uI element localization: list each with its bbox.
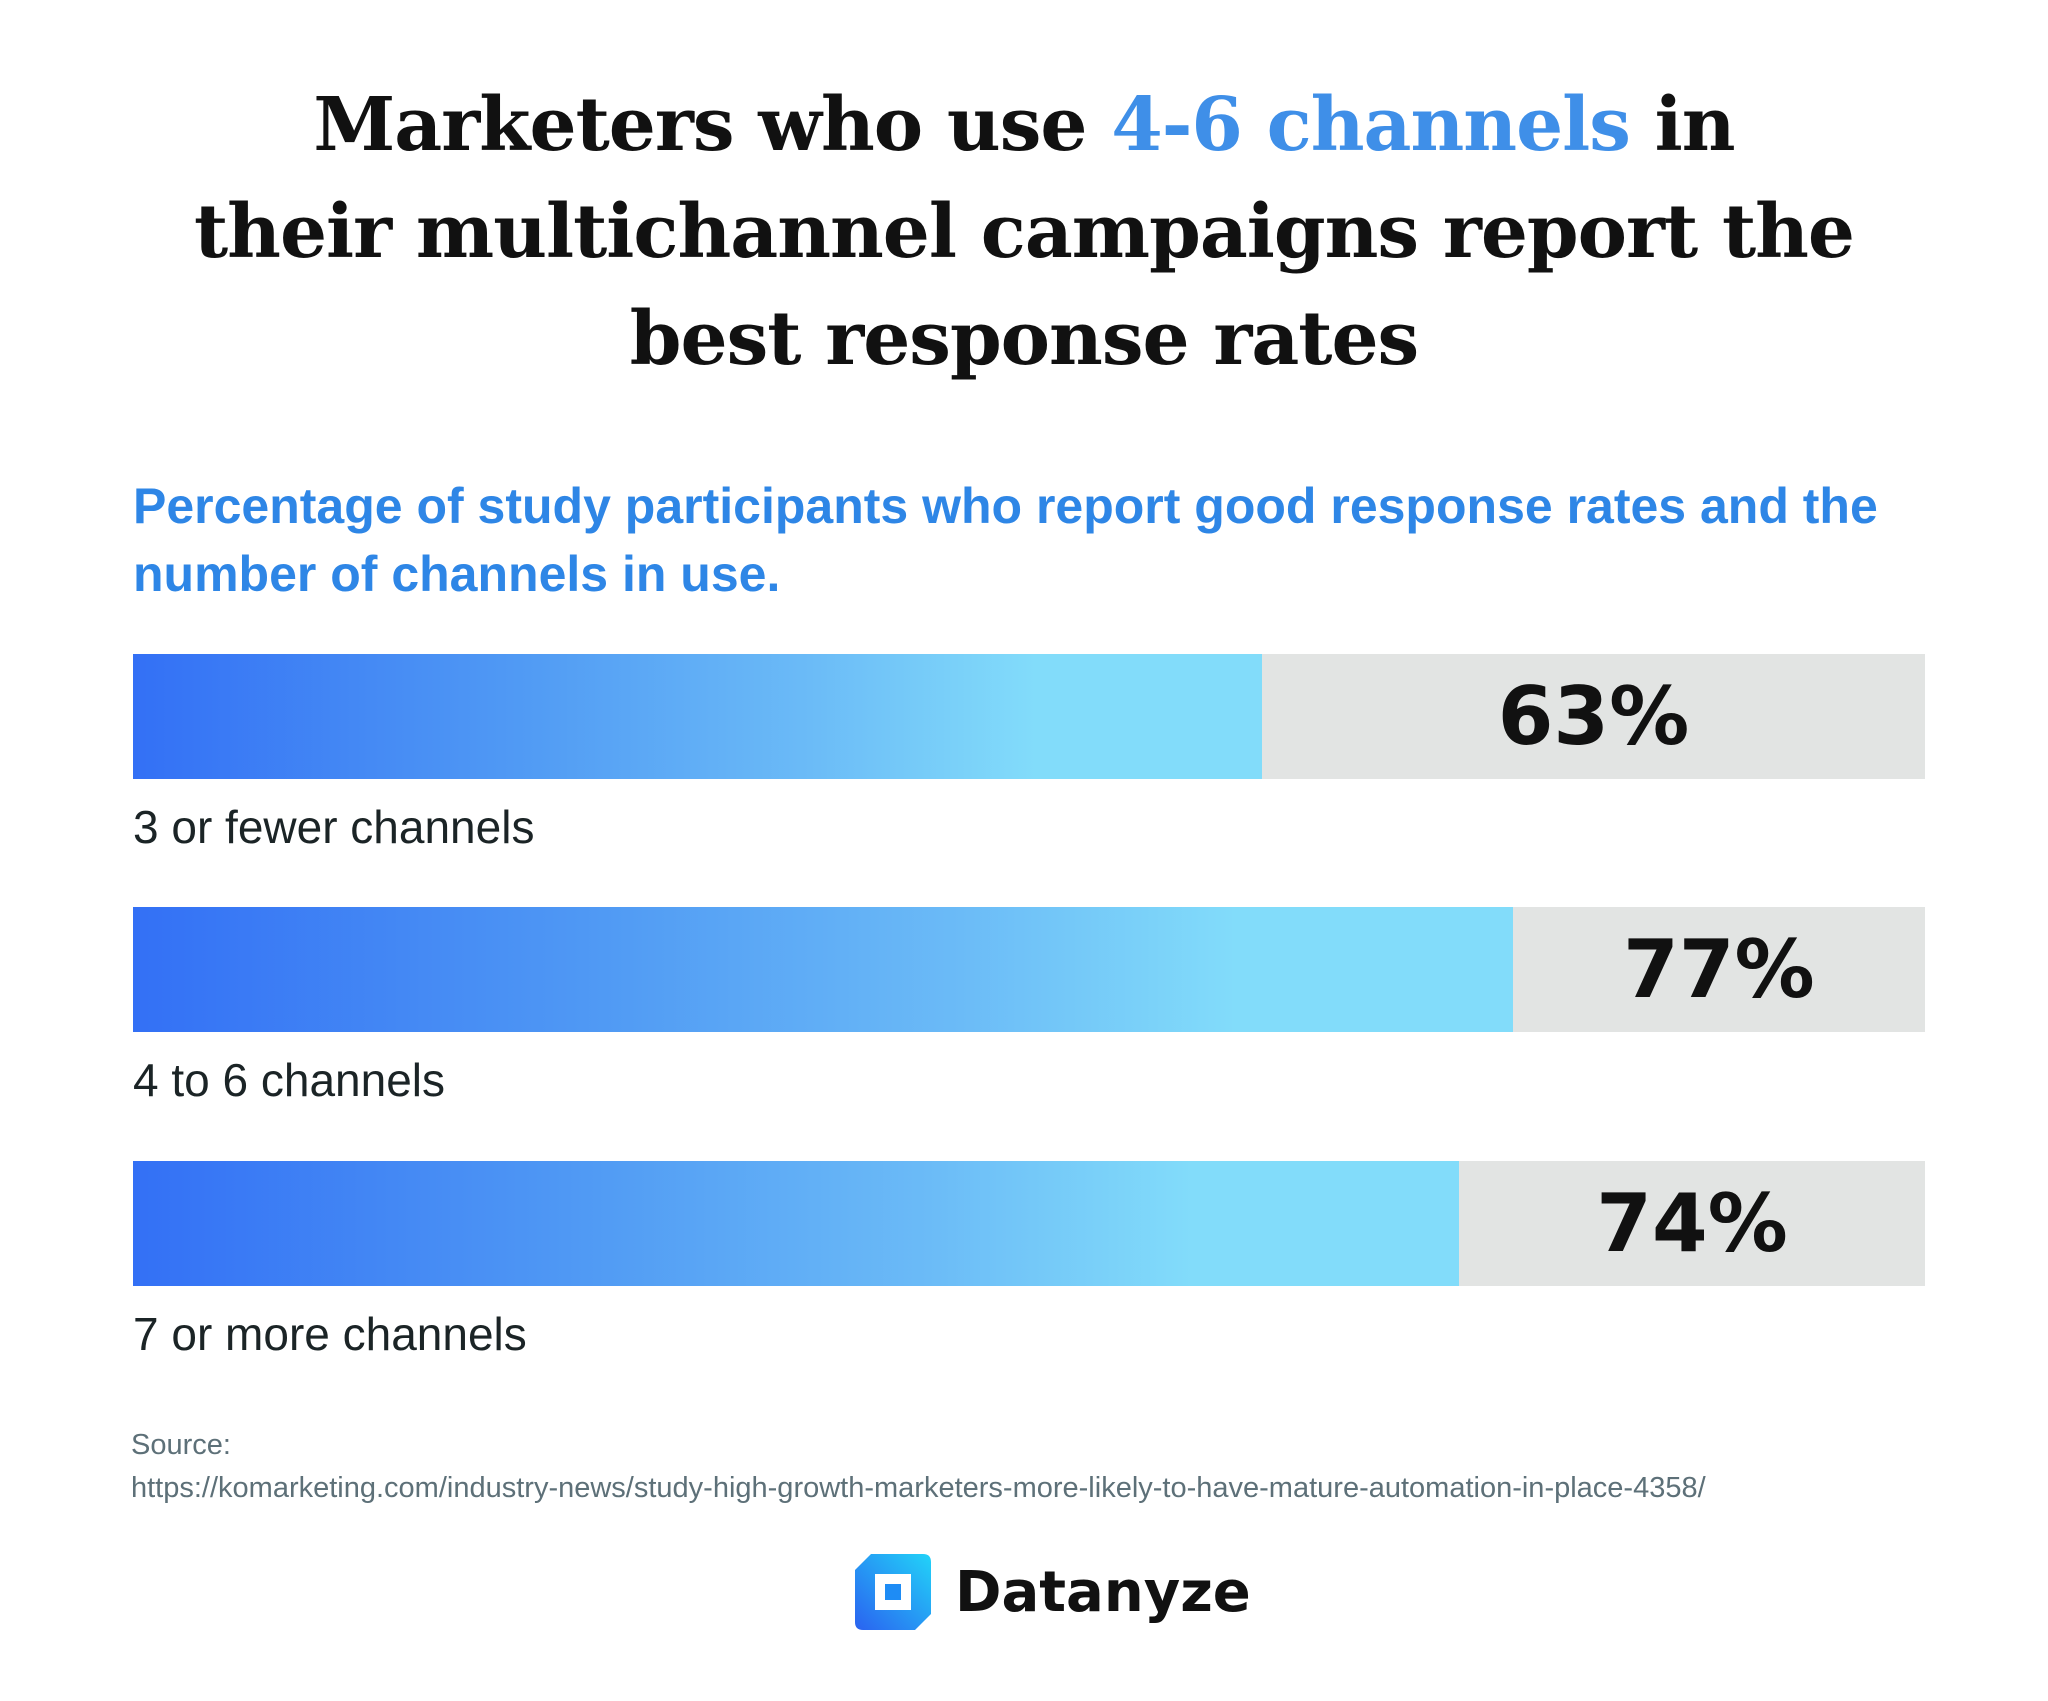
category-label: 7 or more channels [133,1308,527,1360]
datanyze-logo: Datanyze [853,1552,1251,1632]
logo-text: Datanyze [955,1559,1251,1625]
source-label: Source: [131,1429,231,1461]
bar-fill [133,654,1262,779]
bar-value-label: 77% [1623,923,1815,1016]
title-line-2: their multichannel campaigns report the [193,189,1855,275]
title-text: in [1629,82,1736,168]
page-title: Marketers who use 4-6 channels in their … [0,72,2048,393]
category-label: 4 to 6 channels [133,1054,446,1106]
source: Source: https://komarketing.com/industry… [131,1424,1706,1510]
datanyze-d-logo-icon [855,1554,931,1630]
bar-fill [133,907,1513,1032]
title-line-3: best response rates [629,296,1419,382]
title-text: Marketers who use [313,82,1112,168]
title-highlight: 4-6 channels [1111,82,1631,168]
bar-track: 63% [133,654,1925,779]
bar-fill [133,1161,1460,1286]
source-url[interactable]: https://komarketing.com/industry-news/st… [131,1472,1706,1504]
bar-value-label: 63% [1497,670,1690,763]
bar-track: 77% [133,907,1925,1032]
bar-track: 74% [133,1161,1925,1286]
category-label: 3 or fewer channels [133,801,535,853]
bar-value-label: 74% [1596,1177,1788,1270]
chart-subtitle: Percentage of study participants who rep… [133,478,1878,602]
